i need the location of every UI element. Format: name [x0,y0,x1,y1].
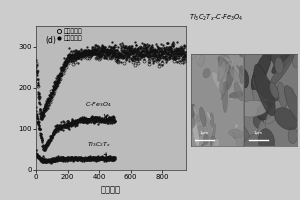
Ellipse shape [210,151,217,154]
Ellipse shape [233,132,236,139]
Ellipse shape [274,108,298,130]
Ellipse shape [207,112,211,120]
Ellipse shape [269,83,278,98]
Ellipse shape [211,124,216,152]
Ellipse shape [184,88,190,102]
Ellipse shape [235,124,238,128]
Text: 1μm: 1μm [254,131,263,135]
Ellipse shape [203,134,208,145]
Ellipse shape [236,65,249,80]
Ellipse shape [229,112,255,154]
X-axis label: 循环次数: 循环次数 [101,186,121,195]
Text: C-Fe$_3$O$_4$: C-Fe$_3$O$_4$ [85,100,112,118]
Ellipse shape [217,63,229,82]
Ellipse shape [237,134,242,152]
Ellipse shape [229,129,243,138]
Ellipse shape [203,68,210,78]
Ellipse shape [210,136,216,146]
Ellipse shape [252,75,265,117]
Ellipse shape [202,146,214,156]
Ellipse shape [180,128,194,137]
Ellipse shape [212,72,225,93]
Ellipse shape [197,144,204,151]
Ellipse shape [266,41,277,60]
Ellipse shape [184,43,194,54]
Ellipse shape [274,57,283,74]
Ellipse shape [266,88,293,124]
Ellipse shape [238,44,251,53]
Ellipse shape [254,64,275,116]
Ellipse shape [185,118,200,137]
Ellipse shape [240,69,249,88]
Ellipse shape [229,68,240,83]
Ellipse shape [272,46,297,74]
Ellipse shape [252,76,280,101]
Ellipse shape [223,81,228,113]
Ellipse shape [233,134,259,174]
Ellipse shape [180,87,192,102]
Ellipse shape [251,50,272,90]
Ellipse shape [212,138,220,151]
Legend: 充电比容量, 放电比容量: 充电比容量, 放电比容量 [54,26,85,44]
Ellipse shape [243,120,246,133]
Ellipse shape [221,83,229,100]
Ellipse shape [259,129,275,153]
Ellipse shape [219,41,232,51]
Ellipse shape [288,127,297,144]
Ellipse shape [257,121,268,168]
Ellipse shape [193,121,199,147]
Ellipse shape [218,48,226,67]
Ellipse shape [226,66,234,90]
Ellipse shape [189,116,195,129]
Ellipse shape [228,61,232,66]
Ellipse shape [277,82,287,108]
Ellipse shape [205,116,212,140]
Ellipse shape [292,49,300,68]
Ellipse shape [233,131,245,164]
Ellipse shape [230,150,242,156]
Text: Ti$_3$C$_2$T$_x$-C-Fe$_3$O$_4$: Ti$_3$C$_2$T$_x$-C-Fe$_3$O$_4$ [189,13,244,23]
Ellipse shape [231,55,235,69]
Ellipse shape [200,107,206,127]
Ellipse shape [240,43,247,57]
Ellipse shape [239,65,244,84]
Ellipse shape [196,54,202,64]
Ellipse shape [185,126,192,142]
Text: Ti$_3$C$_2$T$_x$: Ti$_3$C$_2$T$_x$ [86,140,111,155]
Ellipse shape [268,53,294,89]
Ellipse shape [234,82,243,101]
Ellipse shape [253,115,264,129]
Ellipse shape [236,100,268,117]
Text: (d): (d) [45,36,56,45]
Ellipse shape [239,50,242,56]
Ellipse shape [230,96,237,100]
Ellipse shape [284,86,300,122]
Ellipse shape [210,113,214,127]
Ellipse shape [244,134,250,153]
Ellipse shape [242,47,245,51]
Ellipse shape [218,57,233,75]
Ellipse shape [199,55,204,66]
Ellipse shape [193,106,197,115]
Ellipse shape [214,44,230,59]
Ellipse shape [196,116,200,122]
Ellipse shape [220,81,225,95]
Ellipse shape [257,101,274,120]
Ellipse shape [218,60,226,80]
Ellipse shape [192,118,195,126]
Ellipse shape [229,92,244,98]
Ellipse shape [244,85,252,101]
Ellipse shape [196,126,205,136]
Ellipse shape [188,104,195,122]
Ellipse shape [269,27,287,69]
Ellipse shape [182,58,193,63]
Text: 1μm: 1μm [200,131,209,135]
Ellipse shape [180,89,190,107]
